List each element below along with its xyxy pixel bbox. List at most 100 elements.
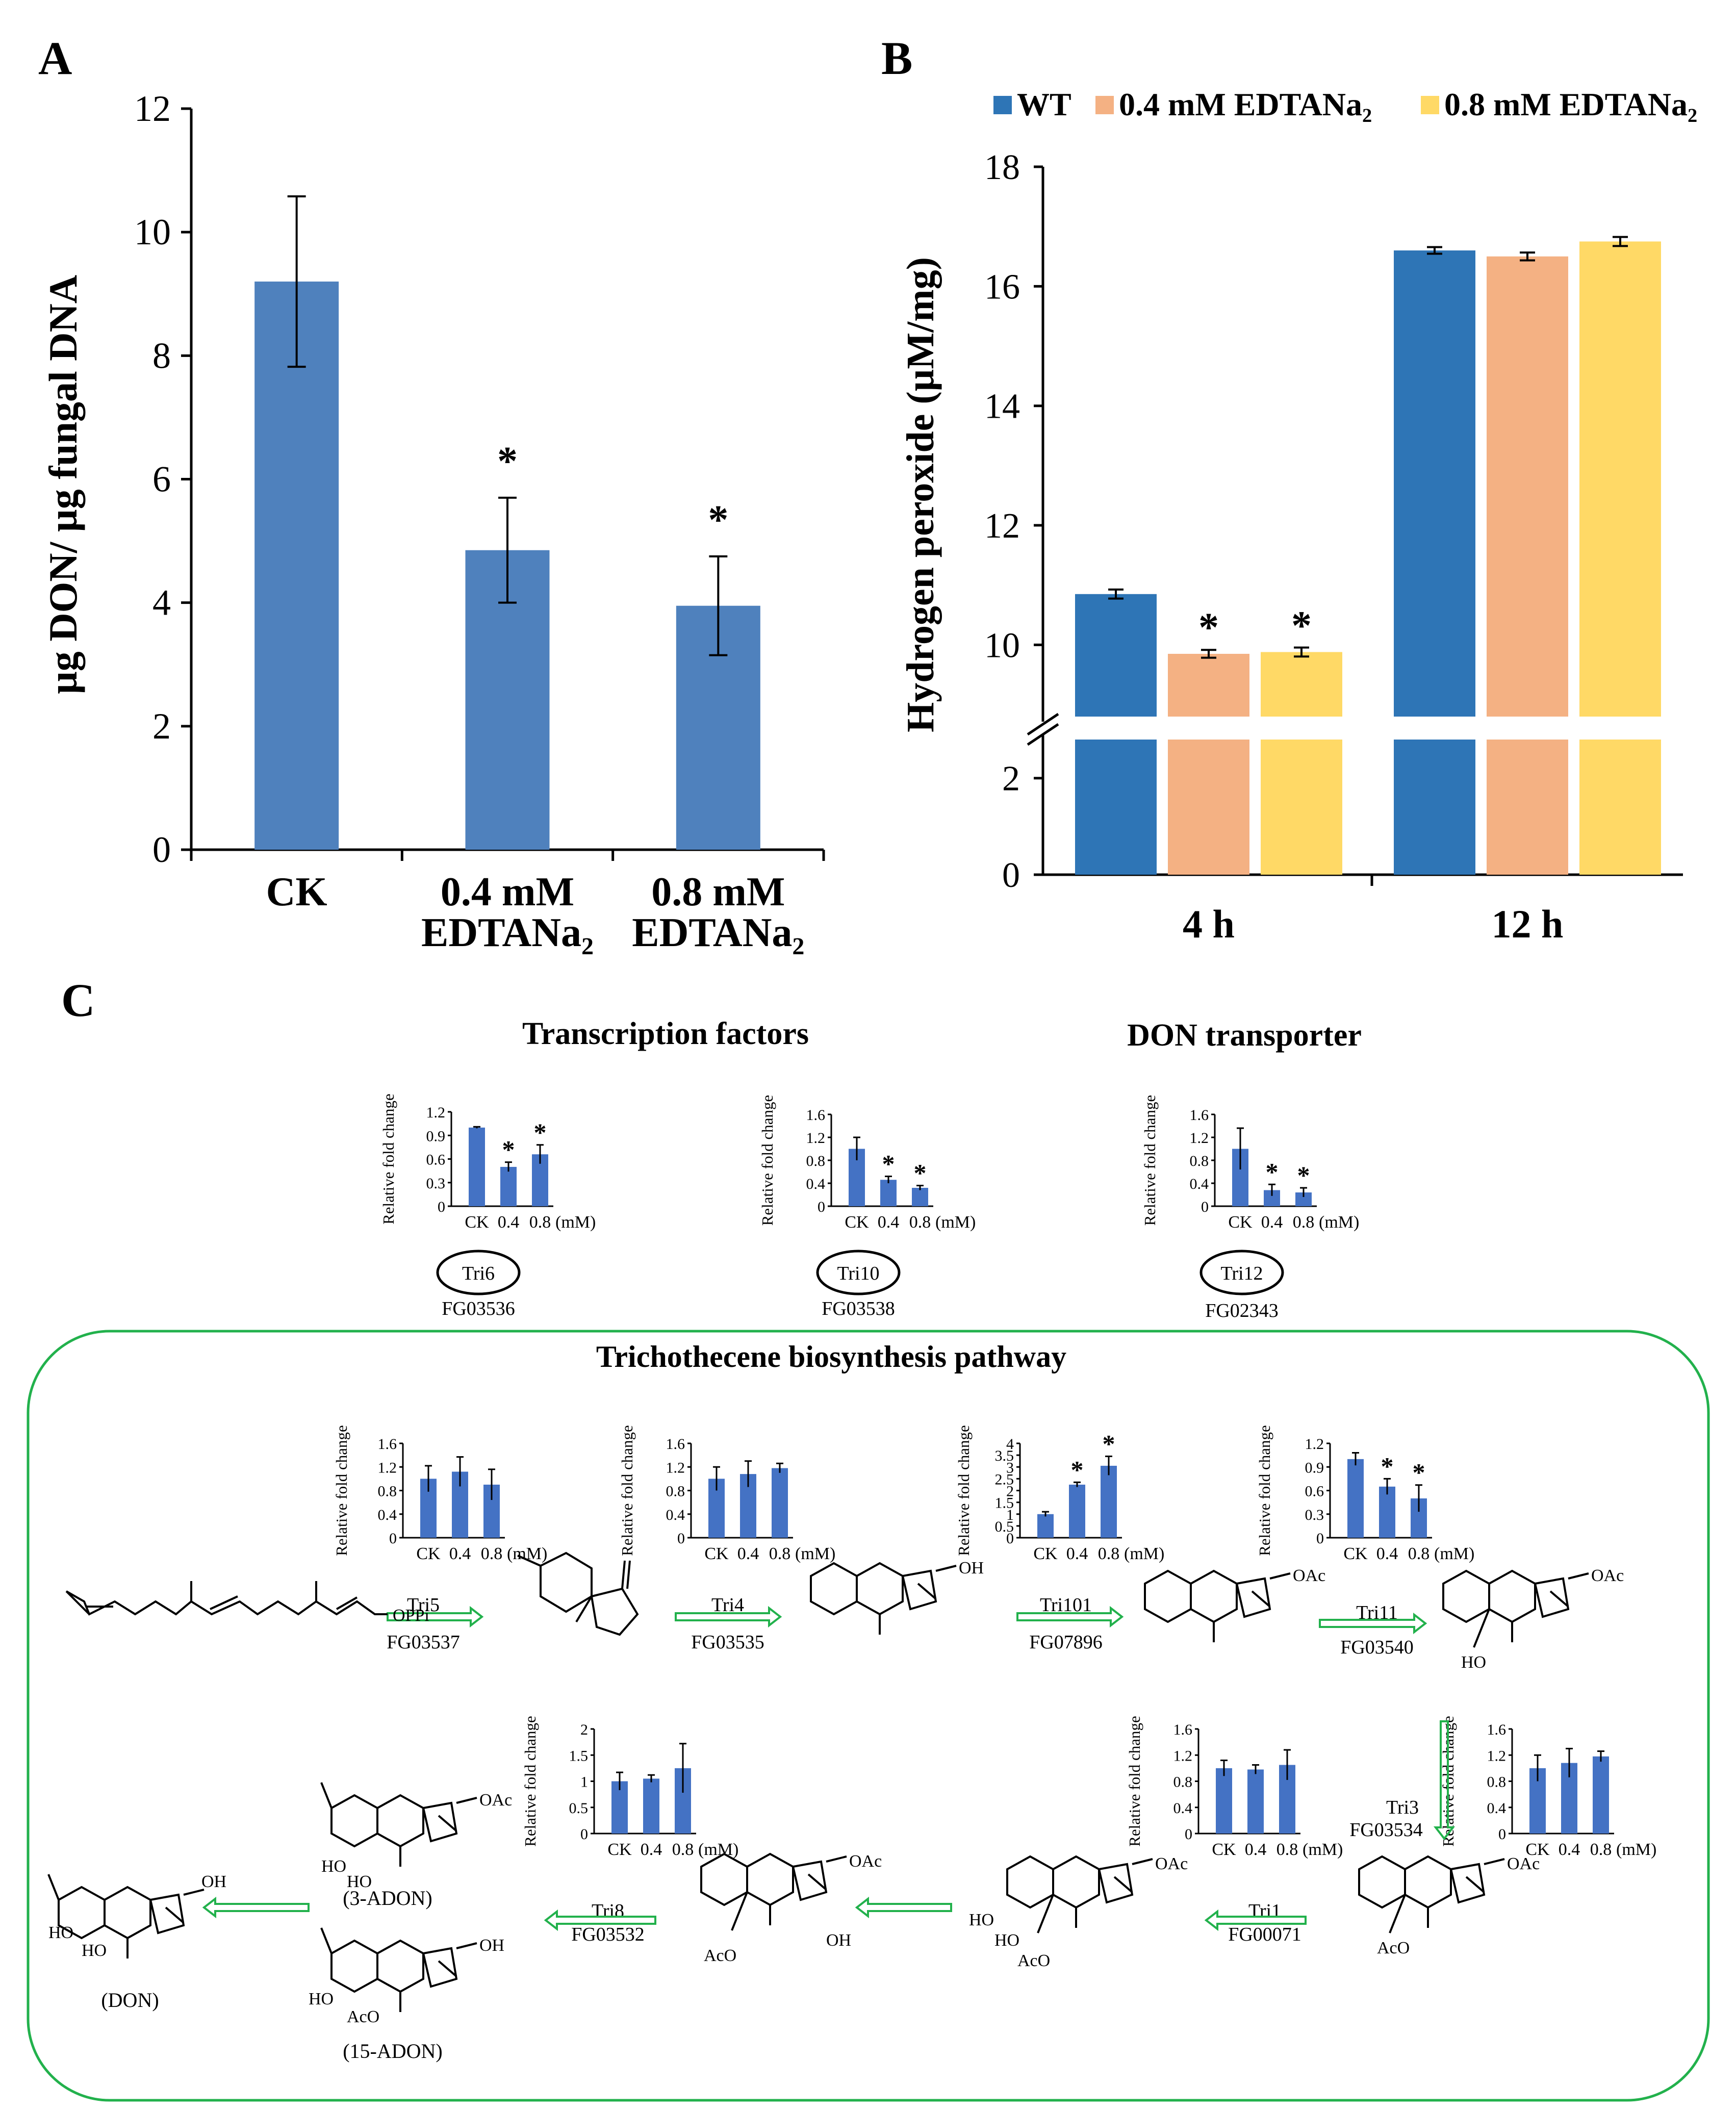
mini-category-label: 0.4 — [1261, 1213, 1283, 1232]
trichodiene — [540, 1551, 593, 1613]
mini-ytick-label: 1.6 — [806, 1107, 826, 1124]
a-category-label: CK — [266, 870, 327, 914]
mini-category-label: 0.4 — [1245, 1840, 1267, 1859]
mini-ylabel: Relative fold change — [1256, 1425, 1273, 1556]
mini-ytick-label: 1.6 — [666, 1436, 685, 1453]
tri12-ellipse — [1199, 1250, 1284, 1295]
mini-ytick-label: 1.2 — [1305, 1436, 1324, 1453]
mini-unit-label: (mM) — [1434, 1544, 1474, 1563]
a-significance-star: * — [708, 498, 728, 543]
a-ytick-label: 0 — [152, 829, 171, 870]
panel-b: B Hydrogen peroxide (µM/mg) WT 0.4 mM ED… — [881, 32, 1697, 946]
mini-ylabel: Relative fold change — [521, 1716, 539, 1847]
mini-chart-tri11: 0 0.3 0.6 0.9 1.2 Relative fold change CK * 0.4 *… — [1256, 1425, 1474, 1658]
b-ytick-label: 14 — [984, 387, 1020, 426]
mini-ytick-label: 0.9 — [426, 1128, 446, 1144]
pathway-arrow — [202, 1896, 310, 1919]
mini-ytick-label: 0.8 — [806, 1153, 826, 1169]
panel-a: A µg DON/ µg fungal DNA 0 2 4 6 8 10 12 CK * 0.4 … — [38, 32, 825, 955]
label-ho-5: HO — [347, 1872, 372, 1891]
mini-ytick-label: 0.3 — [1305, 1507, 1324, 1523]
label-oac-1: OAc — [1293, 1566, 1325, 1585]
mini-ytick-label: 0.4 — [1190, 1176, 1209, 1192]
mini-category-label: 0.8 — [1590, 1840, 1612, 1859]
mini-chart-tri1: 0 0.4 0.8 1.2 1.6 Relative fold change CK 0.4 0.… — [1126, 1716, 1343, 1945]
mini-ytick-label: 0.4 — [806, 1176, 826, 1192]
mini-bar — [772, 1468, 788, 1538]
mini-ytick-label: 0 — [677, 1530, 685, 1547]
decalonectrin — [1442, 1569, 1589, 1648]
mini-ytick-label: 0.6 — [1305, 1483, 1324, 1500]
mini-ytick-label: 1.2 — [666, 1459, 685, 1476]
a-ytick-label: 4 — [152, 582, 171, 623]
mini-ytick-label: 0.8 — [378, 1483, 397, 1500]
mini-category-label: CK — [1343, 1544, 1368, 1563]
mini-chart-tri6: 0 0.3 0.6 0.9 1.2 Relative fold change CK * 0.4 *… — [379, 1093, 596, 1319]
mini-category-label: CK — [704, 1544, 729, 1563]
mini-significance-star: * — [1297, 1161, 1310, 1189]
fpp-chain — [66, 1590, 388, 1616]
adon3-structure — [320, 1782, 477, 1867]
b-bar-lower — [1487, 740, 1568, 875]
mini-ytick-label: 1 — [1006, 1507, 1014, 1523]
mini-bar — [1379, 1486, 1395, 1538]
gene-id-label: FG07896 — [1029, 1632, 1103, 1653]
mini-ylabel: Relative fold change — [379, 1093, 397, 1225]
mini-category-label: 0.8 — [529, 1213, 551, 1232]
mini-ylabel: Relative fold change — [333, 1425, 350, 1556]
mini-significance-star: * — [1381, 1452, 1394, 1480]
mini-ytick-label: 0.8 — [1173, 1774, 1193, 1791]
legend-swatch-wt — [993, 96, 1012, 114]
gene-name-label: Tri3 — [1386, 1797, 1419, 1818]
b-ytick-label: 2 — [1002, 759, 1020, 799]
label-oh-3: OH — [479, 1936, 504, 1955]
mini-ylabel: Relative fold change — [618, 1425, 636, 1556]
mini-chart-tri101: 00.511.522.533.54 Relative fold change CK *… — [955, 1425, 1164, 1653]
mini-ytick-label: 1.2 — [426, 1104, 446, 1121]
label-ho-2: HO — [969, 1911, 994, 1929]
mini-category-label: 0.4 — [737, 1544, 759, 1563]
label-oac-4: OAc — [1155, 1854, 1188, 1873]
b-axis-break-mark — [1027, 713, 1059, 736]
diacetyl-don — [700, 1852, 847, 1931]
gene-name-label: Tri1 — [1248, 1900, 1281, 1922]
b-bar — [1487, 256, 1568, 717]
gene-name-label: Tri6 — [462, 1263, 495, 1284]
mini-ytick-label: 1.2 — [1190, 1130, 1209, 1147]
mini-ytick-label: 4 — [1006, 1436, 1014, 1453]
mini-category-label: 0.4 — [1066, 1544, 1088, 1563]
label-oac-6: OAc — [479, 1791, 512, 1810]
mini-bar — [880, 1180, 897, 1206]
b-significance-star: * — [1198, 605, 1219, 650]
gene-id-label: FG03540 — [1340, 1637, 1414, 1658]
mini-category-label: 0.8 — [1277, 1840, 1298, 1859]
mini-ytick-label: 2.5 — [995, 1471, 1014, 1488]
panel-b-label: B — [881, 32, 912, 84]
b-ytick-label: 10 — [984, 626, 1020, 665]
mini-category-label: 0.4 — [641, 1840, 662, 1859]
legend-swatch-08 — [1421, 96, 1439, 114]
b-ytick-label: 12 — [984, 506, 1020, 546]
mini-significance-star: * — [1413, 1458, 1425, 1487]
mini-ytick-label: 1.2 — [1173, 1747, 1193, 1764]
pathway-arrow — [544, 1909, 656, 1931]
label-don: (DON) — [101, 1989, 159, 2012]
mini-chart-tri5: 0 0.4 0.8 1.2 1.6 Relative fold change CK 0.4 0.… — [333, 1425, 547, 1653]
dihydroxycalonectrin — [1006, 1855, 1153, 1933]
label-ho-6: HO — [309, 1990, 334, 2008]
b-category-label: 4 h — [1183, 902, 1235, 946]
mini-ytick-label: 0 — [580, 1826, 588, 1843]
mini-category-label: CK — [1525, 1840, 1550, 1859]
pathway-arrow — [675, 1606, 782, 1628]
mini-significance-star: * — [882, 1150, 895, 1178]
mini-ytick-label: 0 — [1201, 1199, 1209, 1215]
mini-category-label: 0.4 — [878, 1213, 900, 1232]
mini-bar — [1216, 1768, 1232, 1834]
mini-ytick-label: 2 — [1006, 1483, 1014, 1500]
b-category-label: 12 h — [1492, 902, 1564, 946]
mini-significance-star: * — [1071, 1455, 1084, 1484]
mini-category-label: 0.8 — [909, 1213, 931, 1232]
panel-c-label: C — [61, 974, 95, 1026]
tri6-ellipse — [436, 1250, 521, 1295]
